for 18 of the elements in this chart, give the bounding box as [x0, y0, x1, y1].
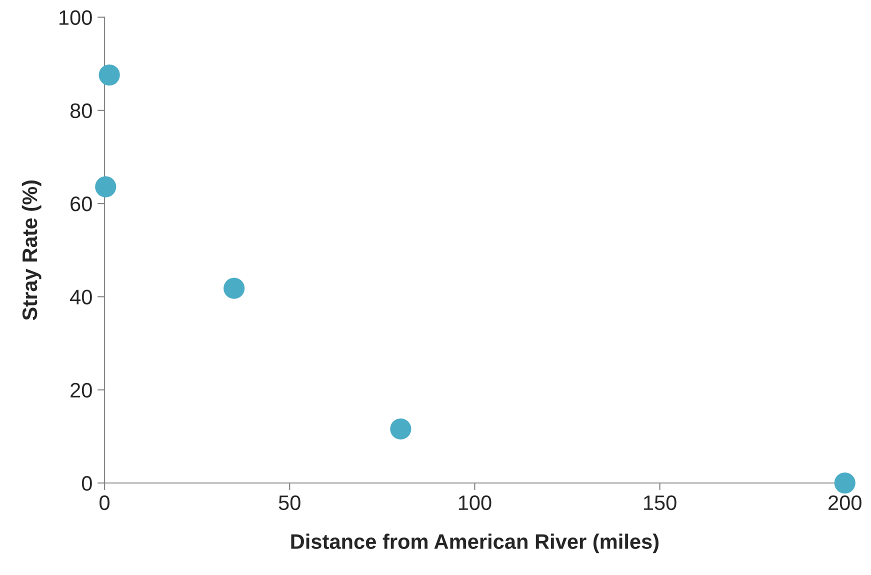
y-axis-title: Stray Rate (%) — [22, 180, 42, 320]
y-tick-label: 20 — [70, 382, 92, 398]
x-tick-label: 50 — [278, 495, 300, 510]
y-tick-label: 60 — [70, 196, 92, 212]
y-tick-label: 100 — [60, 10, 92, 26]
x-axis-title: Distance from American River (miles) — [291, 534, 659, 554]
x-tick-label: 200 — [828, 495, 862, 510]
x-tick-label: 150 — [644, 495, 676, 510]
y-tick-label: 80 — [70, 103, 92, 118]
y-tick-label: 40 — [70, 290, 92, 304]
point — [834, 472, 856, 494]
x-tick-label: 0 — [100, 495, 110, 510]
point — [95, 176, 116, 198]
y-tick-label: 0 — [82, 476, 92, 491]
x-tick-label: 100 — [458, 495, 492, 510]
point — [98, 64, 120, 86]
point — [224, 278, 245, 299]
point — [390, 418, 412, 440]
